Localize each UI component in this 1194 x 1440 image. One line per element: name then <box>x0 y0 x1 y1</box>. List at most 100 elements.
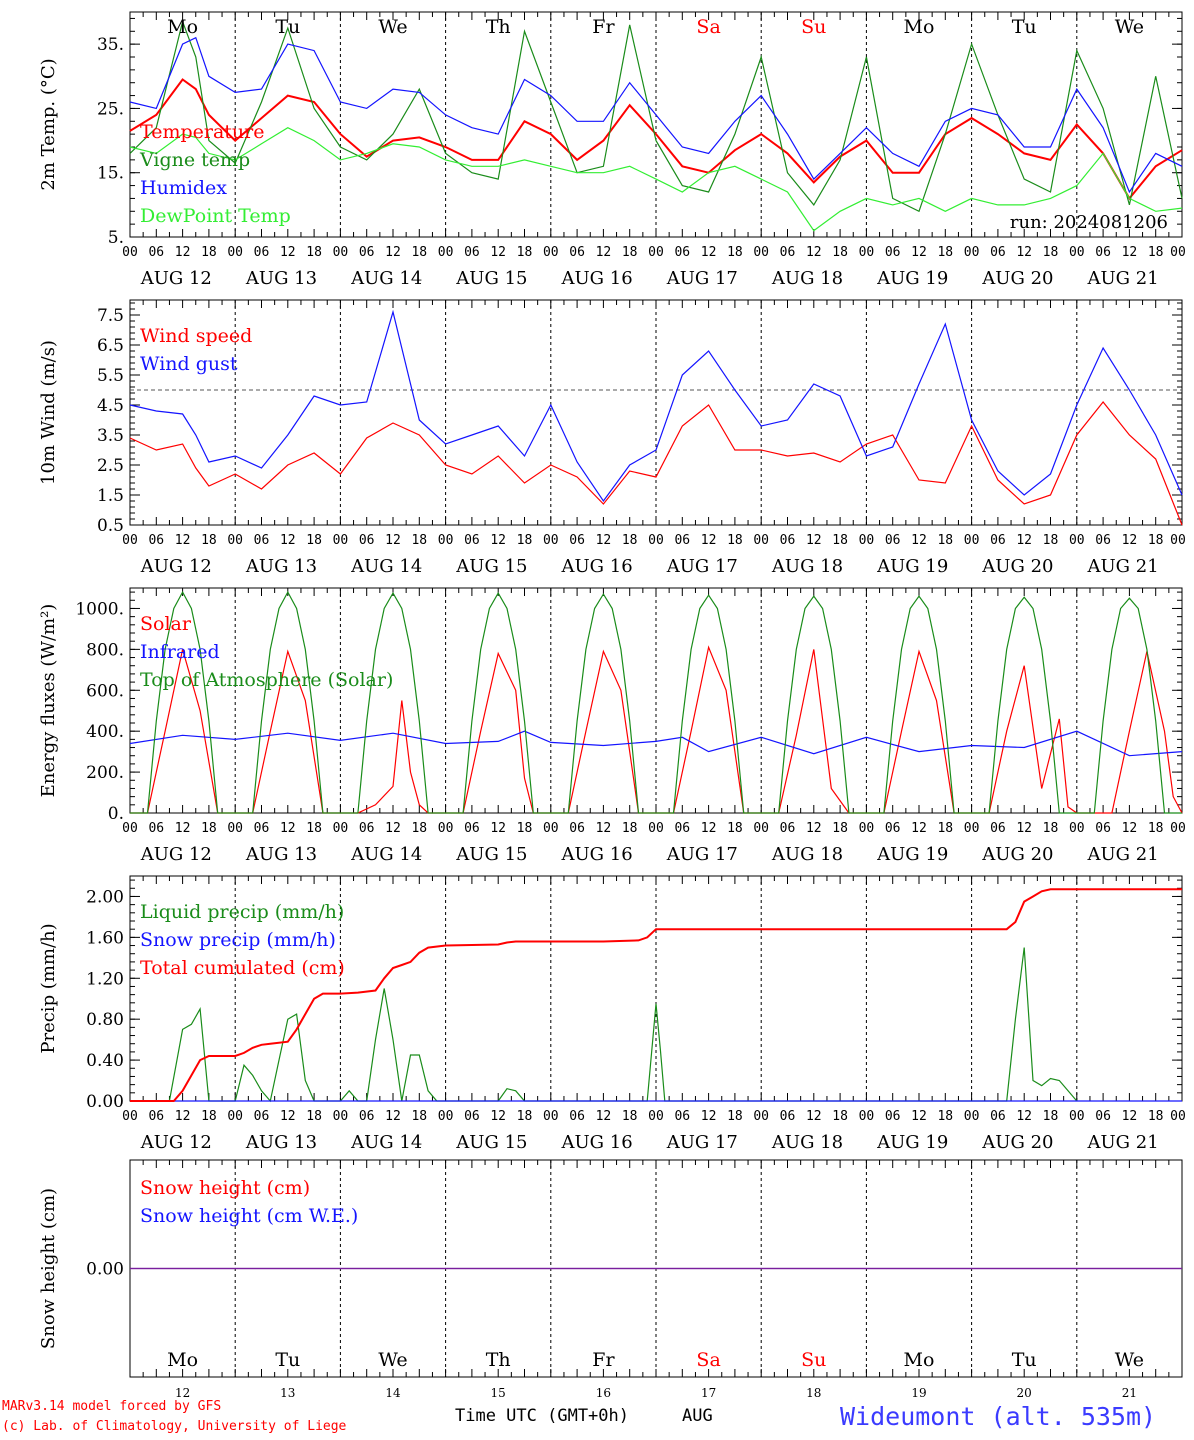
y-tick-label: 5.5 <box>97 366 124 386</box>
date-label: AUG 15 <box>455 556 527 577</box>
weekday-label: Tu <box>1012 16 1037 38</box>
day-number-label: 13 <box>280 1386 295 1400</box>
hour-tick-label: 18 <box>1148 821 1164 836</box>
hour-tick-label: 12 <box>701 533 717 548</box>
series-line <box>129 401 1183 526</box>
date-label: AUG 16 <box>561 1132 633 1153</box>
y-tick-label: 200. <box>86 763 124 783</box>
date-label: AUG 19 <box>876 844 948 865</box>
hour-tick-label: 12 <box>490 245 506 260</box>
hour-tick-label: 12 <box>1122 245 1138 260</box>
date-label: AUG 19 <box>876 556 948 577</box>
hour-tick-label: 18 <box>832 533 848 548</box>
y-tick-label: 0.5 <box>97 516 124 536</box>
hour-tick-label: 12 <box>701 1109 717 1124</box>
date-label: AUG 15 <box>455 1132 527 1153</box>
hour-tick-label: 00 <box>859 533 875 548</box>
hour-tick-label: 18 <box>517 245 533 260</box>
y-tick-label: 0.40 <box>86 1051 124 1071</box>
hour-tick-label: 06 <box>464 245 480 260</box>
legend-entry: DewPoint Temp <box>140 205 291 227</box>
hour-tick-label: 00 <box>543 245 559 260</box>
y-axis-label: 10m Wind (m/s) <box>38 340 59 485</box>
hour-tick-label: 18 <box>1148 1109 1164 1124</box>
y-tick-label: 25. <box>97 99 124 119</box>
x-month-label: AUG <box>682 1406 713 1426</box>
hour-tick-label: 12 <box>280 245 296 260</box>
hour-tick-label: 18 <box>727 245 743 260</box>
date-label: AUG 19 <box>876 1132 948 1153</box>
hour-tick-label: 12 <box>596 245 612 260</box>
weekday-label: Fr <box>592 1349 615 1371</box>
y-axis-label: Snow height (cm) <box>38 1188 59 1349</box>
weekday-label: We <box>378 16 407 38</box>
hour-tick-label: 18 <box>306 533 322 548</box>
hour-tick-label: 18 <box>1043 533 1059 548</box>
hour-tick-label: 06 <box>148 533 164 548</box>
hour-tick-label: 00 <box>122 245 138 260</box>
weekday-label: Mo <box>167 16 198 38</box>
hour-tick-label: 06 <box>780 245 796 260</box>
date-label: AUG 17 <box>666 844 738 865</box>
y-axis-label: 2m Temp. (°C) <box>38 58 59 190</box>
hour-tick-label: 18 <box>937 245 953 260</box>
day-number-label: 12 <box>175 1386 190 1400</box>
hour-tick-label: 12 <box>911 821 927 836</box>
hour-tick-label: 12 <box>911 1109 927 1124</box>
hour-tick-label: 00 <box>543 533 559 548</box>
hour-tick-label: 06 <box>780 821 796 836</box>
legend-entry: Solar <box>140 613 192 635</box>
x-axis-label: Time UTC (GMT+0h) <box>455 1406 629 1426</box>
hour-tick-label: 12 <box>911 245 927 260</box>
weekday-label: Sa <box>696 16 720 38</box>
hour-tick-label: 06 <box>569 821 585 836</box>
weekday-label: Mo <box>904 16 935 38</box>
date-label: AUG 20 <box>981 268 1053 289</box>
y-tick-label: 600. <box>86 681 124 701</box>
weekday-label: Su <box>801 1349 826 1371</box>
date-label: AUG 12 <box>140 268 212 289</box>
hour-tick-label: 12 <box>280 533 296 548</box>
hour-tick-label: 12 <box>911 533 927 548</box>
hour-tick-label: 06 <box>569 245 585 260</box>
hour-tick-label: 06 <box>359 821 375 836</box>
legend-entry: Total cumulated (cm) <box>140 957 345 979</box>
day-number-label: 21 <box>1122 1386 1137 1400</box>
hour-tick-label: 18 <box>727 821 743 836</box>
day-number-label: 20 <box>1017 1386 1032 1400</box>
hour-tick-label: 12 <box>701 245 717 260</box>
legend-entry: Temperature <box>140 121 264 143</box>
y-tick-label: 1.60 <box>86 928 124 948</box>
hour-tick-label: 12 <box>1016 821 1032 836</box>
y-tick-label: 800. <box>86 640 124 660</box>
hour-tick-label: 06 <box>674 533 690 548</box>
panel-4 <box>129 875 1183 1103</box>
date-label: AUG 14 <box>350 1132 422 1153</box>
hour-tick-label: 06 <box>569 1109 585 1124</box>
series-line <box>129 127 1183 232</box>
day-number-label: 15 <box>491 1386 506 1400</box>
hour-tick-label: 12 <box>490 1109 506 1124</box>
date-label: AUG 13 <box>245 844 317 865</box>
series-line <box>130 590 1182 814</box>
weekday-label: Mo <box>904 1349 935 1371</box>
date-label: AUG 14 <box>350 556 422 577</box>
hour-tick-label: 18 <box>622 533 638 548</box>
weekday-label: Su <box>801 16 826 38</box>
date-label: AUG 21 <box>1087 844 1159 865</box>
legend-entry: Snow height (cm) <box>140 1177 310 1199</box>
hour-tick-label: 18 <box>517 533 533 548</box>
legend-entry: Humidex <box>140 177 227 199</box>
y-axis-label: Precip (mm/h) <box>38 923 59 1053</box>
date-label: AUG 16 <box>561 556 633 577</box>
hour-tick-label: 00 <box>333 1109 349 1124</box>
panel-1 <box>129 11 1183 238</box>
hour-tick-label: 06 <box>1095 821 1111 836</box>
date-label: AUG 18 <box>771 844 843 865</box>
hour-tick-label: 00 <box>438 533 454 548</box>
hour-tick-label: 18 <box>411 245 427 260</box>
hour-tick-label: 12 <box>596 533 612 548</box>
hour-tick-label: 12 <box>1016 245 1032 260</box>
hour-tick-label: 00 <box>1170 1109 1186 1124</box>
hour-tick-label: 12 <box>280 821 296 836</box>
